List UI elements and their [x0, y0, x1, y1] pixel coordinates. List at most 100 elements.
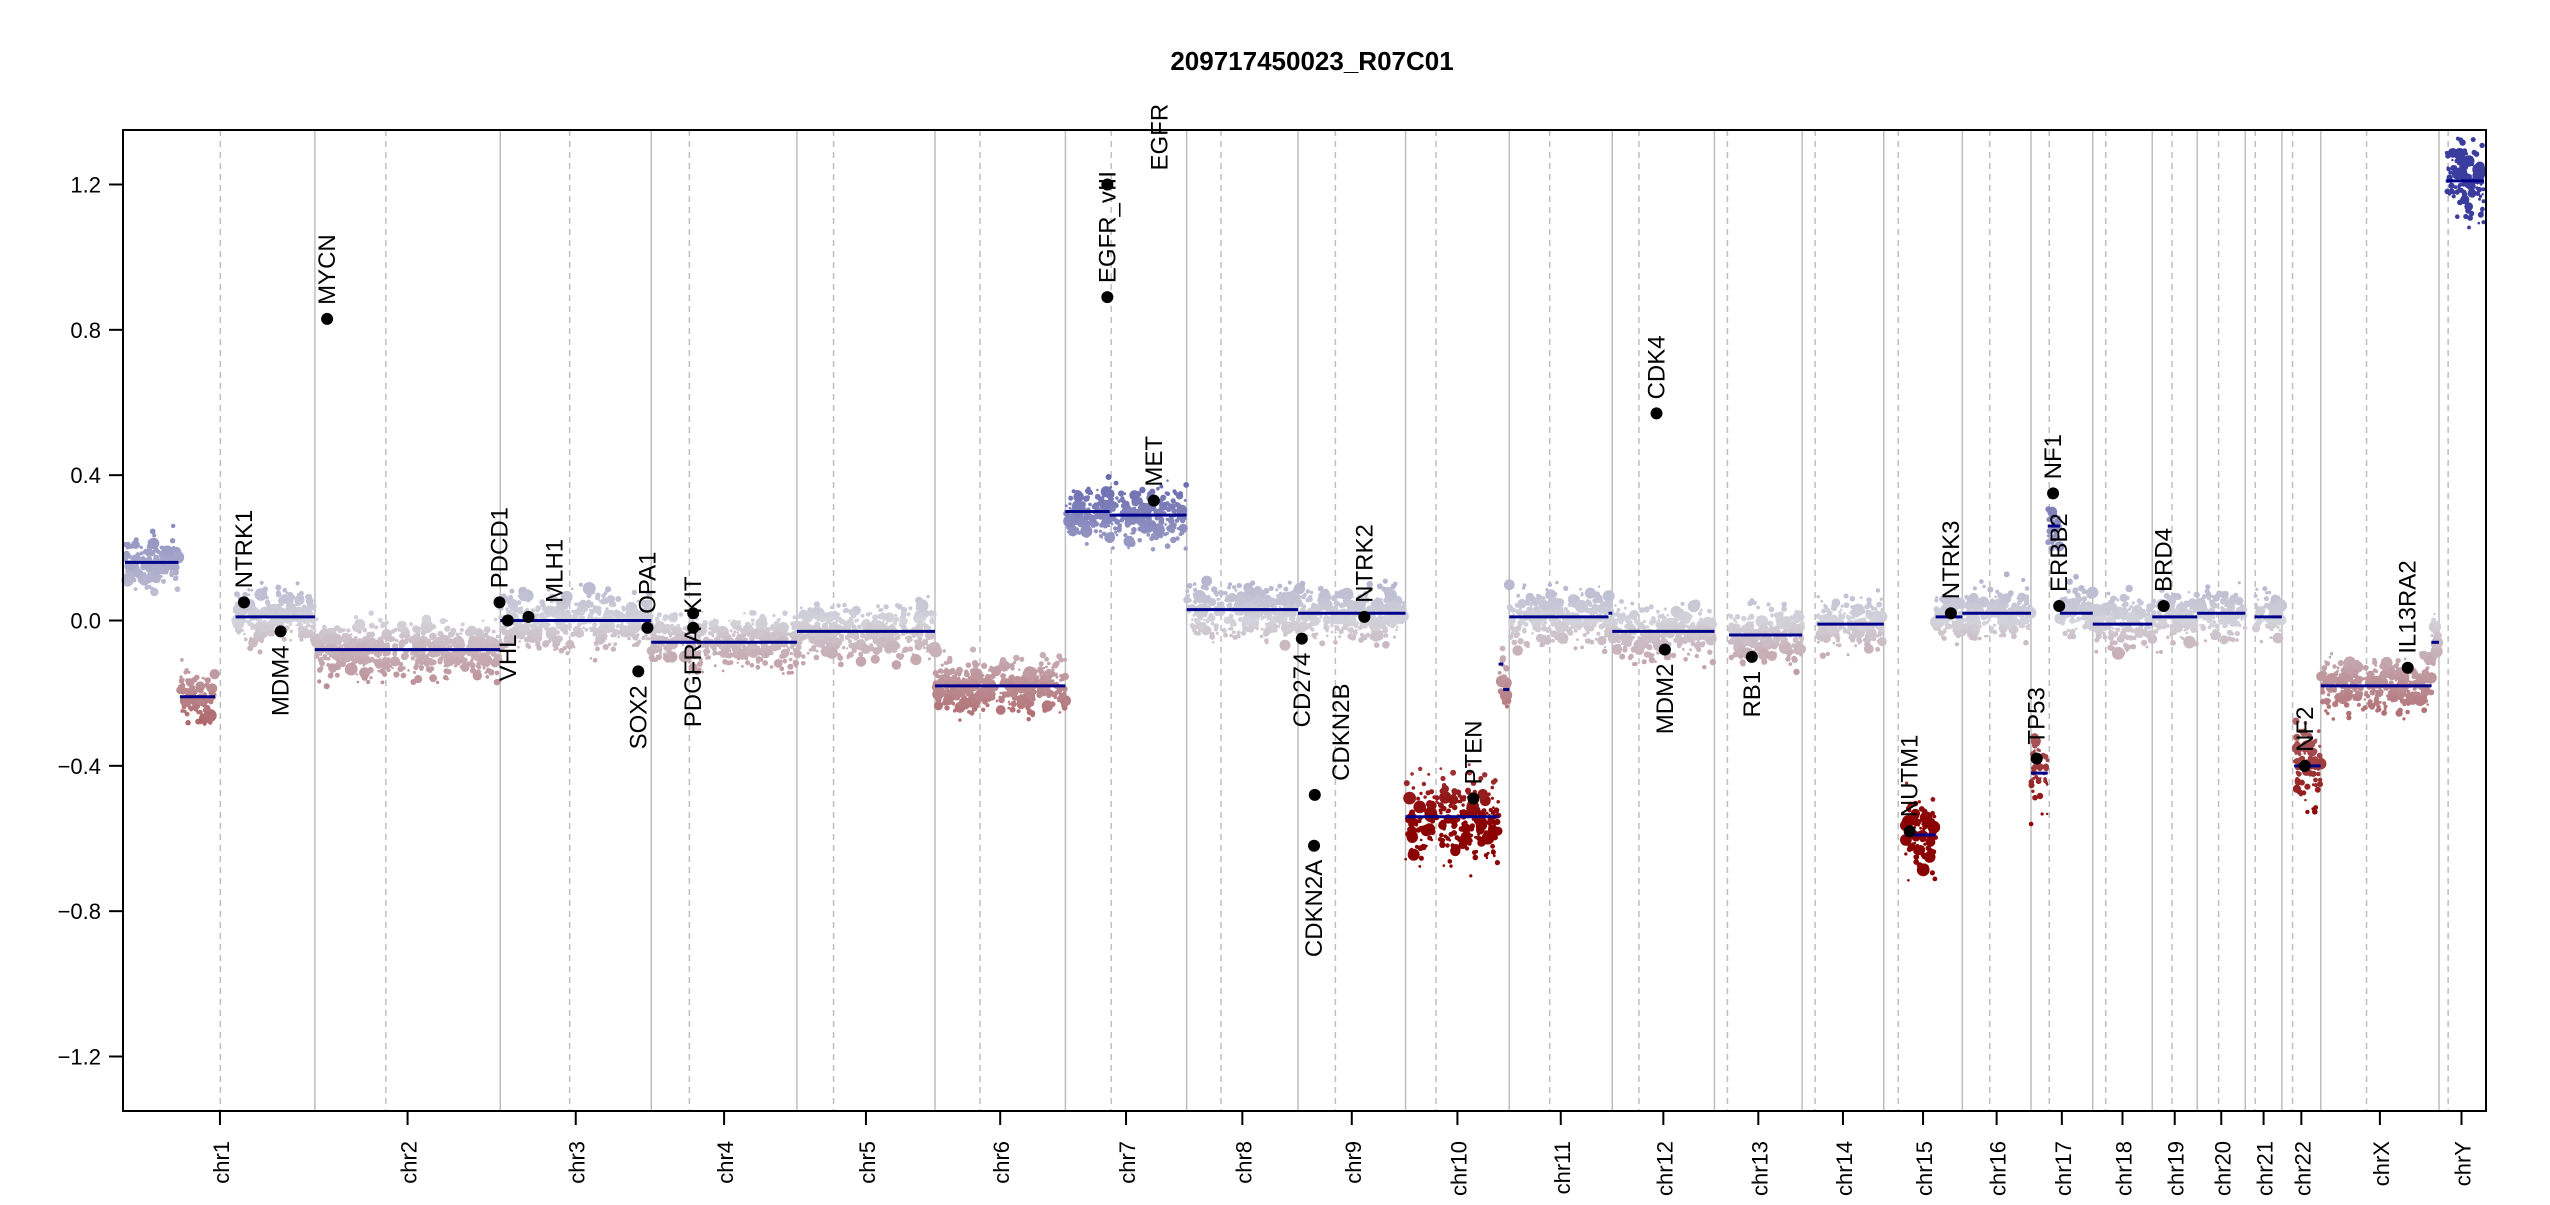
- bin-point: [1404, 780, 1410, 786]
- bin-point: [1289, 617, 1292, 620]
- bin-point: [1435, 795, 1440, 800]
- bin-point: [1583, 633, 1587, 637]
- bin-point: [1352, 606, 1355, 609]
- bin-point: [768, 652, 771, 655]
- bin-point: [1047, 662, 1051, 666]
- bin-point: [906, 612, 910, 616]
- bin-point: [1412, 854, 1417, 859]
- bin-point: [1320, 607, 1324, 611]
- bin-point: [1236, 634, 1241, 639]
- bin-point: [1613, 613, 1617, 617]
- bin-point: [1500, 646, 1506, 652]
- bin-point: [1280, 640, 1291, 651]
- bin-point: [335, 673, 340, 678]
- bin-point: [1654, 660, 1657, 663]
- bin-point: [1607, 600, 1611, 604]
- bin-point: [1683, 639, 1688, 644]
- bin-point: [1383, 579, 1388, 584]
- bin-point: [1347, 633, 1353, 639]
- bin-point: [445, 626, 451, 632]
- bin-point: [1148, 526, 1152, 530]
- bin-point: [391, 629, 395, 633]
- bin-point: [180, 683, 185, 688]
- bin-point: [729, 660, 734, 665]
- bin-point: [608, 643, 611, 646]
- bin-point: [482, 619, 485, 622]
- bin-point: [1441, 795, 1444, 798]
- bin-point: [845, 635, 850, 640]
- bin-point: [1582, 621, 1588, 627]
- bin-point: [327, 657, 331, 661]
- bin-point: [1348, 627, 1354, 633]
- bin-point: [996, 705, 1006, 715]
- bin-point: [1114, 531, 1117, 534]
- bin-point: [948, 676, 951, 679]
- bin-point: [1616, 613, 1621, 618]
- bin-point: [194, 705, 199, 710]
- bin-point: [1573, 646, 1577, 650]
- bin-point: [1096, 507, 1099, 510]
- bin-point: [978, 681, 981, 684]
- bin-point: [1642, 659, 1647, 664]
- bin-point: [391, 663, 394, 666]
- bin-point: [1205, 619, 1210, 624]
- bin-point: [1072, 489, 1076, 493]
- bin-point: [446, 678, 449, 681]
- bin-point: [1324, 615, 1329, 620]
- bin-point: [963, 679, 967, 683]
- bin-point: [901, 611, 907, 617]
- bin-point: [750, 663, 755, 668]
- bin-point: [1599, 624, 1605, 630]
- bin-point: [1506, 704, 1509, 707]
- bin-point: [531, 630, 533, 632]
- bin-point: [1374, 642, 1380, 648]
- bin-point: [1710, 659, 1716, 665]
- bin-point: [1452, 805, 1458, 811]
- bin-point: [433, 641, 436, 644]
- bin-point: [185, 720, 190, 725]
- bin-point: [759, 637, 763, 641]
- bin-point: [1397, 605, 1402, 610]
- bin-point: [1085, 497, 1088, 500]
- bin-point: [851, 624, 856, 629]
- bin-point: [1770, 613, 1774, 617]
- bin-point: [632, 634, 638, 640]
- bin-point: [830, 651, 834, 655]
- bin-point: [183, 710, 186, 713]
- bin-point: [1111, 546, 1115, 550]
- bin-point: [1522, 621, 1526, 625]
- bin-point: [1692, 622, 1695, 625]
- bin-point: [1292, 612, 1297, 617]
- bin-point: [622, 608, 626, 612]
- bin-point: [1205, 579, 1210, 584]
- bin-point: [513, 622, 518, 627]
- bin-point: [540, 633, 543, 636]
- bin-point: [1439, 767, 1442, 770]
- bin-point: [547, 623, 551, 627]
- bin-point: [836, 619, 839, 622]
- bin-point: [838, 613, 841, 616]
- bin-point: [1072, 505, 1078, 511]
- bin-point: [871, 655, 880, 664]
- bin-point: [652, 645, 657, 650]
- bin-point: [452, 651, 457, 656]
- bin-point: [1324, 600, 1330, 606]
- bin-point: [1059, 711, 1062, 714]
- bin-point: [1523, 583, 1527, 587]
- bin-point: [900, 654, 904, 658]
- bin-point: [329, 654, 332, 657]
- bin-point: [255, 618, 258, 621]
- bin-point: [626, 629, 630, 633]
- bin-point: [831, 616, 834, 619]
- bin-point: [251, 589, 254, 592]
- bin-point: [181, 688, 186, 693]
- bin-point: [1435, 800, 1437, 802]
- bin-point: [1630, 602, 1634, 606]
- bin-point: [1551, 622, 1556, 627]
- bin-point: [1541, 636, 1545, 640]
- bin-point: [1079, 524, 1082, 527]
- bin-point: [1579, 588, 1582, 591]
- bin-point: [672, 612, 678, 618]
- bin-point: [609, 622, 615, 628]
- bin-point: [1575, 600, 1588, 613]
